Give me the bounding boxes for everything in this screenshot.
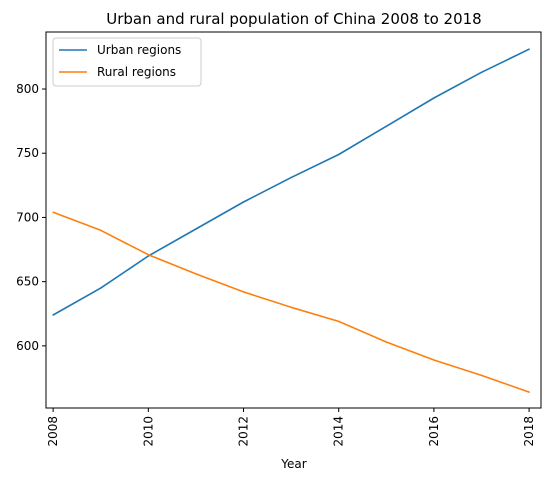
y-tick-label: 600 [16, 339, 39, 353]
data-point [528, 391, 530, 393]
data-point [433, 97, 435, 99]
data-point [528, 48, 530, 50]
data-point [242, 201, 245, 203]
data-point [52, 314, 54, 316]
data-point [242, 291, 245, 293]
legend-box [52, 37, 202, 87]
chart-title: Urban and rural population of China 2008… [106, 10, 481, 28]
legend-label-rural: Rural regions [97, 65, 176, 79]
x-tick-label: 2014 [332, 416, 346, 447]
data-point [290, 176, 292, 179]
legend-label-urban: Urban regions [97, 43, 181, 57]
x-tick-label: 2008 [46, 416, 60, 447]
x-axis-label: Year [280, 457, 306, 471]
x-tick-label: 2018 [522, 416, 536, 447]
series-line-rural [52, 211, 530, 393]
data-point [290, 306, 292, 309]
plot-area-frame [45, 31, 542, 409]
data-point [99, 287, 102, 289]
series-line-urban [52, 48, 530, 316]
y-tick-label: 750 [16, 146, 39, 160]
data-point [147, 253, 150, 256]
data-point [385, 125, 388, 128]
x-tick-label: 2010 [141, 416, 155, 447]
data-point [52, 211, 54, 214]
data-point [337, 320, 340, 323]
y-tick-label: 800 [16, 82, 39, 96]
x-axis: 2008 2010 2012 2014 2016 2018 [46, 408, 536, 447]
data-point [99, 229, 102, 232]
x-tick-label: 2016 [427, 416, 441, 447]
x-tick-label: 2012 [237, 416, 251, 447]
data-point [195, 273, 197, 275]
data-point [337, 153, 340, 156]
data-point [480, 71, 483, 74]
data-point [385, 341, 388, 343]
y-axis: 600 650 700 750 800 [16, 82, 46, 353]
legend: Urban regions Rural regions [52, 37, 202, 87]
data-point [480, 374, 483, 377]
series-lines [52, 48, 530, 393]
data-point [195, 228, 197, 230]
y-tick-label: 700 [16, 210, 39, 224]
data-point [433, 359, 435, 361]
y-tick-label: 650 [16, 275, 39, 289]
